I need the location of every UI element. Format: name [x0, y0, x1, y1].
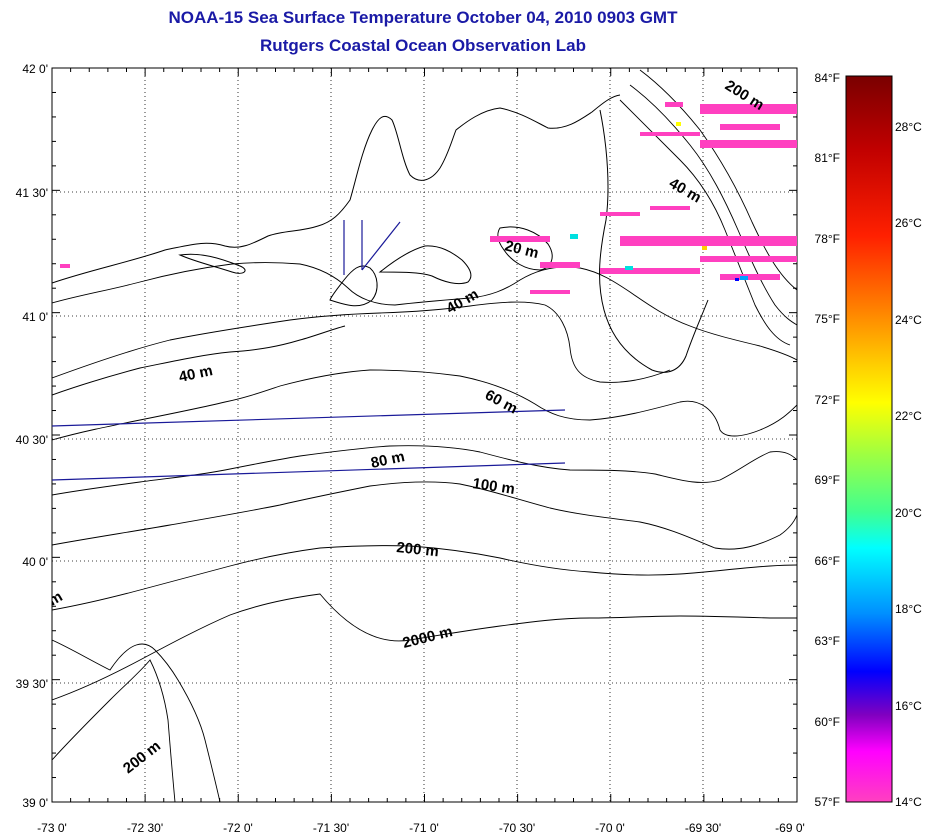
bathymetry-contours	[52, 69, 797, 802]
map-subtitle: Rutgers Coastal Ocean Observation Lab	[260, 36, 586, 55]
cb-c-label: 24°C	[895, 313, 922, 327]
map-title: NOAA-15 Sea Surface Temperature October …	[168, 8, 678, 27]
cb-f-label: 69°F	[815, 473, 840, 487]
lat-label: 39 0'	[22, 796, 48, 810]
cb-c-label: 20°C	[895, 506, 922, 520]
lon-label: -71 30'	[313, 821, 349, 835]
lat-label: 39 30'	[16, 677, 48, 691]
lat-label: 40 30'	[16, 433, 48, 447]
lon-label: -71 0'	[409, 821, 439, 835]
lat-label: 41 30'	[16, 186, 48, 200]
cb-c-label: 14°C	[895, 795, 922, 809]
axis-ticks	[51, 67, 798, 803]
lon-label: -72 30'	[127, 821, 163, 835]
lon-label: -70 30'	[499, 821, 535, 835]
contour-label: 80 m	[369, 448, 406, 472]
cb-f-label: 78°F	[815, 232, 840, 246]
cb-f-label: 72°F	[815, 393, 840, 407]
contour-label: 200 m	[396, 539, 440, 560]
cb-c-label: 22°C	[895, 409, 922, 423]
cb-f-label: 81°F	[815, 151, 840, 165]
cb-f-label: 60°F	[815, 715, 840, 729]
cb-c-label: 28°C	[895, 120, 922, 134]
lat-label: 40 0'	[22, 555, 48, 569]
cb-c-label: 18°C	[895, 602, 922, 616]
lat-label: 42 0'	[22, 62, 48, 76]
cb-c-label: 26°C	[895, 216, 922, 230]
lon-label: -72 0'	[223, 821, 253, 835]
contour-label: 100 m	[471, 475, 515, 498]
cb-f-label: 57°F	[815, 795, 840, 809]
map-frame	[51, 67, 798, 803]
contour-label: 40 m	[177, 362, 214, 386]
lon-label: -69 0'	[775, 821, 805, 835]
longitude-labels: -73 0' -72 30' -72 0' -71 30' -71 0' -70…	[37, 821, 805, 835]
lat-lon-grid	[52, 68, 797, 802]
cb-f-label: 75°F	[815, 312, 840, 326]
cb-f-label: 63°F	[815, 634, 840, 648]
lat-label: 41 0'	[22, 310, 48, 324]
sst-pixels	[60, 102, 797, 294]
cb-c-label: 16°C	[895, 699, 922, 713]
cb-f-label: 66°F	[815, 554, 840, 568]
colorbar-fahrenheit-labels: 84°F 81°F 78°F 75°F 72°F 69°F 66°F 63°F …	[815, 71, 840, 809]
coastline	[52, 94, 709, 396]
lon-label: -73 0'	[37, 821, 67, 835]
colorbar-celsius-labels: 28°C 26°C 24°C 22°C 20°C 18°C 16°C 14°C	[895, 120, 922, 809]
transect-lines	[52, 220, 566, 481]
latitude-labels: 42 0' 41 30' 41 0' 40 30' 40 0' 39 30' 3…	[16, 62, 48, 810]
colorbar	[845, 75, 893, 803]
cb-f-label: 84°F	[815, 71, 840, 85]
lon-label: -70 0'	[595, 821, 625, 835]
lon-label: -69 30'	[685, 821, 721, 835]
